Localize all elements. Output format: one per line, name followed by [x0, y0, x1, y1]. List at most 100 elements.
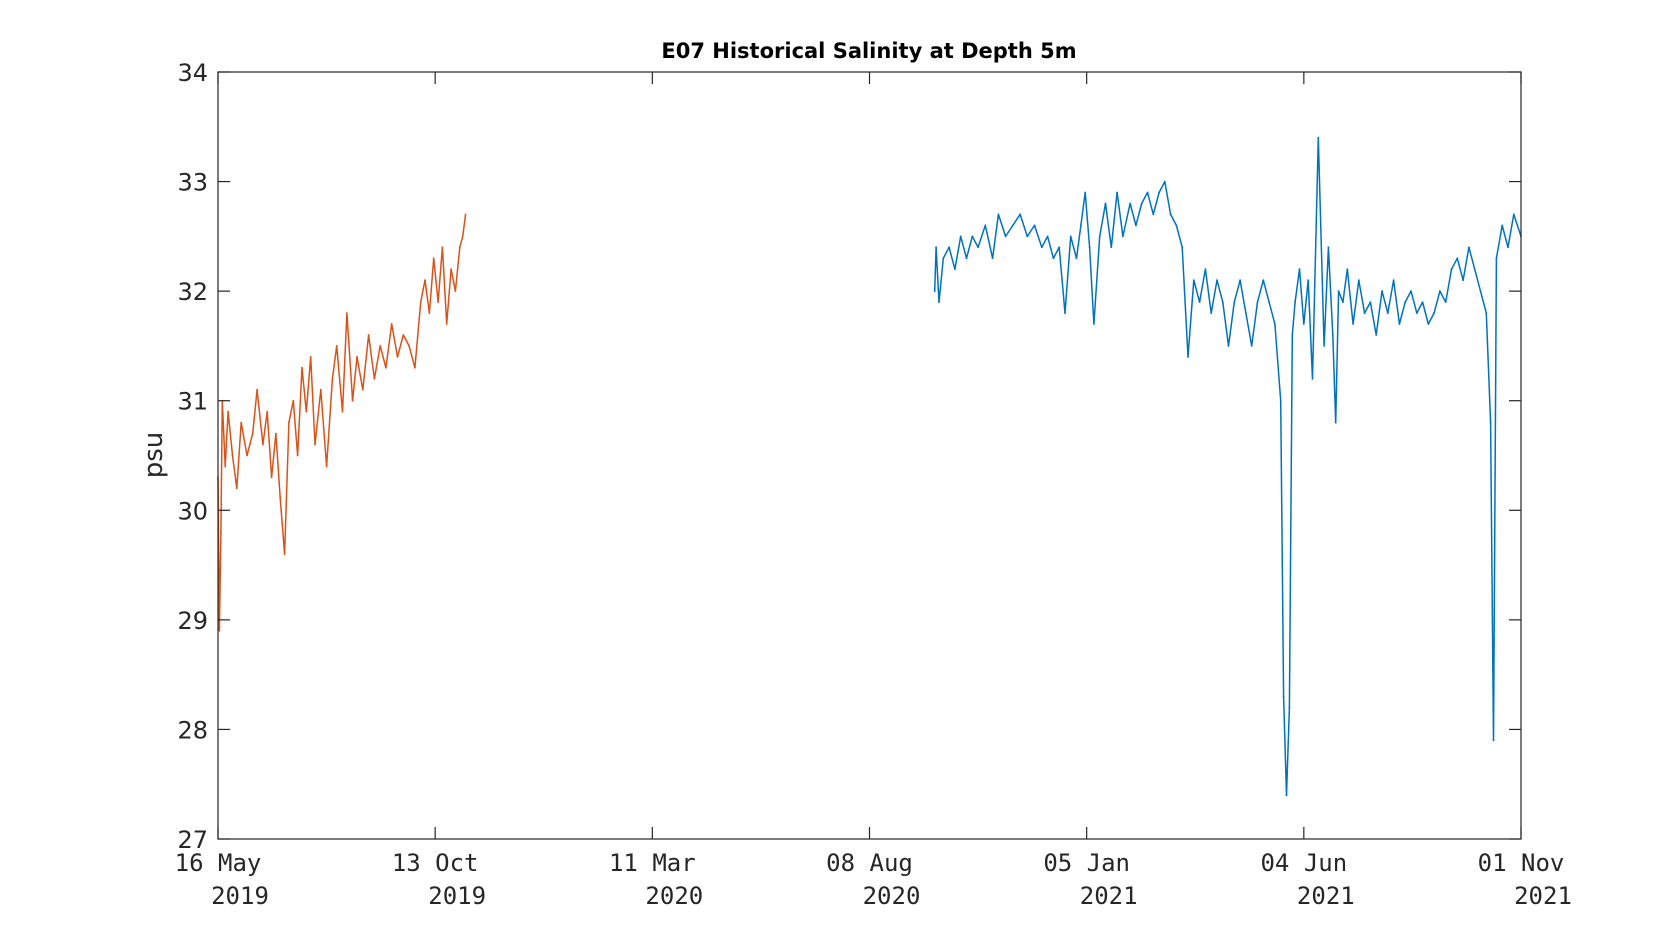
x-tick-label-year: 2020 [645, 882, 703, 910]
series-2-point [1352, 323, 1354, 325]
series-2-point [1163, 180, 1166, 183]
series-1-point [331, 377, 334, 380]
chart-title: E07 Historical Salinity at Depth 5m [661, 39, 1076, 63]
x-tick-label-year: 2021 [1514, 882, 1572, 910]
series-1-point [296, 454, 299, 457]
series-2-point [1004, 235, 1007, 238]
series-1-point [270, 476, 273, 479]
series-2-point [1069, 235, 1072, 238]
series-1-point [450, 268, 452, 271]
series-2-point [1421, 301, 1424, 303]
series-2-point [1233, 301, 1236, 303]
series-1-point [402, 334, 405, 336]
series-2-point [1052, 257, 1055, 260]
series-2-point [1386, 312, 1389, 314]
series-2-point [1346, 268, 1349, 271]
series-2-point [938, 301, 940, 303]
y-tick-label: 31 [177, 388, 208, 416]
x-tick-label-date: 04 Jun [1260, 849, 1347, 877]
series-2-point [1512, 213, 1515, 216]
series-2-point [1369, 301, 1372, 303]
series-2-point [1331, 334, 1334, 336]
series-2-point [1129, 202, 1131, 205]
series-1-point [432, 257, 435, 260]
series-1-point [428, 312, 431, 314]
x-tick-label-date: 11 Mar [609, 849, 696, 877]
series-2-point [1175, 224, 1178, 227]
series-2-point [1307, 279, 1310, 282]
series-1-point [419, 301, 422, 303]
series-2-point [1064, 312, 1066, 314]
series-2-point [1323, 345, 1325, 347]
series-2-point [1357, 279, 1360, 282]
series-1-point [367, 334, 370, 336]
series-1-point [279, 498, 282, 501]
series-2-point [1040, 246, 1043, 249]
x-tick-label-year: 2021 [1080, 882, 1138, 910]
series-2-point [1033, 224, 1036, 227]
series-1-point [262, 443, 264, 446]
series-2-point [1381, 290, 1383, 292]
series-1-point [224, 465, 227, 468]
series-1-point [246, 454, 248, 457]
tick-layer [217, 71, 1522, 840]
y-tick-label: 33 [177, 169, 208, 197]
series-2-point [1342, 301, 1344, 303]
series-2-point [991, 257, 994, 260]
series-2-point [1288, 706, 1291, 709]
series-2-point [1104, 202, 1107, 205]
plot-area [217, 71, 1522, 840]
series-2-point [1415, 312, 1418, 314]
series-1-point [458, 246, 461, 249]
axes-background [218, 72, 1521, 839]
series-2-point [1311, 377, 1314, 380]
series-1-point [390, 323, 393, 325]
series-1-point [408, 345, 410, 347]
series-2-point [1227, 345, 1230, 347]
series-2-point [1485, 312, 1488, 314]
series-2-point [1450, 268, 1453, 271]
series-2-point [1404, 301, 1407, 303]
x-tick-label-year: 2021 [1297, 882, 1355, 910]
series-1-point [301, 366, 303, 369]
series-1-point [309, 356, 312, 358]
series-2-point [1375, 334, 1378, 336]
series-2-point [1392, 279, 1395, 282]
series-1-point [356, 356, 358, 358]
y-tick-label: 32 [177, 278, 208, 306]
series-1-point [464, 213, 467, 216]
series-1-point [396, 356, 399, 358]
series-2-point [1192, 279, 1195, 282]
series-2-point [977, 246, 979, 249]
series-1-point [231, 454, 234, 457]
series-2-point [1135, 224, 1137, 227]
series-1-point [292, 399, 295, 402]
series-2-point [1327, 246, 1330, 249]
x-tick-labels: 16 May 2019 13 Oct 2019 11 Mar 2020 08 Aug 2020… [175, 849, 1572, 910]
series-2-point [1158, 191, 1160, 194]
series-2-point [1210, 312, 1213, 314]
series-2-point [1298, 268, 1301, 271]
x-tick-label-year: 2019 [211, 882, 269, 910]
series-2-point [1058, 246, 1061, 249]
series-2-point [1098, 235, 1101, 238]
series-2-point [1285, 794, 1288, 797]
series-2-point [1169, 213, 1172, 216]
series-1-point [256, 388, 258, 391]
series-2-point [1507, 246, 1509, 249]
series-1-point [445, 323, 448, 325]
series-2-point [1282, 695, 1285, 698]
series-2-point [1262, 279, 1265, 282]
series-2-point [935, 246, 937, 249]
series-2-point [1302, 323, 1305, 325]
series-2-point [1198, 301, 1201, 303]
series-2-point [1152, 213, 1155, 216]
series-1-point [351, 399, 354, 402]
series-2-point [997, 213, 1000, 216]
y-tick-label: 27 [177, 826, 208, 854]
series-2-point [942, 257, 945, 260]
series-2-point [1088, 246, 1091, 249]
series-2-point [1093, 323, 1095, 325]
series-2-point [948, 246, 950, 249]
